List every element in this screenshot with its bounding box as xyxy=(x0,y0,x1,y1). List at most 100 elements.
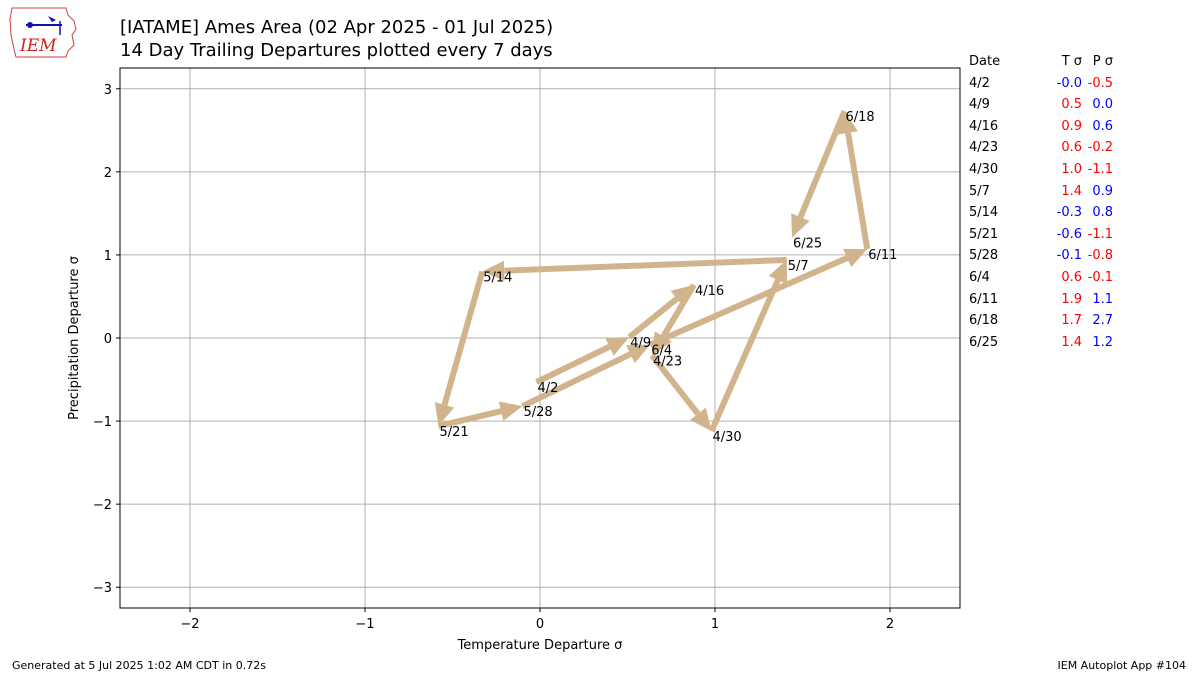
y-tick-label: 3 xyxy=(104,83,112,98)
row-date: 6/25 xyxy=(969,334,999,350)
row-precip: 0.8 xyxy=(1092,205,1113,221)
row-precip: 0.9 xyxy=(1092,183,1113,199)
row-precip: 0.6 xyxy=(1092,118,1113,134)
row-temp: -0.6 xyxy=(1056,226,1082,242)
app-note: IEM Autoplot App #104 xyxy=(1057,659,1187,672)
chart-title: [IATAME] Ames Area (02 Apr 2025 - 01 Jul… xyxy=(120,17,554,38)
row-date: 4/23 xyxy=(969,140,999,156)
row-date: 5/28 xyxy=(969,248,999,264)
row-date: 6/4 xyxy=(969,269,990,285)
arrow-head xyxy=(843,248,868,268)
x-tick-label: −1 xyxy=(355,617,374,632)
row-temp: 1.7 xyxy=(1061,313,1082,329)
row-temp: -0.1 xyxy=(1056,248,1082,264)
row-precip: 2.7 xyxy=(1092,313,1113,329)
grid xyxy=(120,68,960,608)
point-label: 6/25 xyxy=(793,236,822,251)
arrow-shaft xyxy=(441,270,486,406)
table-row: 6/4 0.6 -0.1 xyxy=(968,270,1168,292)
row-date: 4/16 xyxy=(969,118,999,134)
point-label: 5/14 xyxy=(483,271,512,286)
y-tick-label: 0 xyxy=(104,332,112,347)
table-header: Date T σ P σ xyxy=(968,54,1168,76)
arrow-head xyxy=(482,260,505,281)
row-date: 6/18 xyxy=(969,313,999,329)
row-date: 4/9 xyxy=(969,97,990,113)
point-label: 4/16 xyxy=(695,284,724,299)
table-row: 5/28 -0.1 -0.8 xyxy=(968,248,1168,270)
arrow-shaft xyxy=(649,353,701,416)
arrow-shaft xyxy=(535,344,611,385)
row-precip: -0.8 xyxy=(1087,248,1113,264)
arrow-head xyxy=(498,401,523,421)
table-row: 5/14 -0.3 0.8 xyxy=(968,205,1168,227)
table-row: 6/18 1.7 2.7 xyxy=(968,313,1168,335)
row-precip: -1.1 xyxy=(1087,161,1113,177)
point-label: 5/21 xyxy=(440,425,469,440)
arrow-shaft xyxy=(627,296,679,340)
point-label: 6/11 xyxy=(868,248,897,263)
row-date: 6/11 xyxy=(969,291,999,307)
row-date: 5/14 xyxy=(969,205,999,221)
generated-note: Generated at 5 Jul 2025 1:02 AM CDT in 0… xyxy=(12,659,266,672)
chart-subtitle: 14 Day Trailing Departures plotted every… xyxy=(120,40,553,61)
y-axis-label: Precipitation Departure σ xyxy=(67,256,82,420)
point-label: 6/4 xyxy=(651,344,672,359)
arrow-head xyxy=(652,331,672,356)
row-temp: -0.3 xyxy=(1056,205,1082,221)
header-date: Date xyxy=(969,54,1001,69)
row-precip: 1.2 xyxy=(1092,334,1113,350)
row-precip: 1.1 xyxy=(1092,291,1113,307)
arrow-shaft xyxy=(845,132,871,250)
row-precip: 0.0 xyxy=(1092,97,1113,113)
row-date: 4/2 xyxy=(969,75,990,91)
row-date: 4/30 xyxy=(969,161,999,177)
arrow-shaft xyxy=(649,255,849,348)
x-tick-label: 2 xyxy=(886,617,894,632)
axis-ticks: −2 −1 0 1 2 −3 −2 −1 0 1 2 3 xyxy=(93,83,894,632)
point-label: 5/28 xyxy=(524,405,553,420)
row-temp: 0.6 xyxy=(1061,269,1082,285)
x-axis-label: Temperature Departure σ xyxy=(457,638,623,653)
row-temp: 0.5 xyxy=(1061,97,1082,113)
row-precip: -1.1 xyxy=(1087,226,1113,242)
arrow-shaft xyxy=(660,283,697,339)
row-temp: 0.6 xyxy=(1061,140,1082,156)
y-tick-label: −1 xyxy=(93,415,112,430)
arrow-head xyxy=(791,213,810,238)
x-tick-label: 0 xyxy=(536,617,544,632)
row-temp: -0.0 xyxy=(1056,75,1082,91)
row-date: 5/7 xyxy=(969,183,990,199)
y-tick-label: 2 xyxy=(104,166,112,181)
row-temp: 1.0 xyxy=(1061,161,1082,177)
header-temp: T σ xyxy=(1061,54,1082,69)
point-label: 6/18 xyxy=(846,110,875,125)
arrow-shaft xyxy=(504,256,787,274)
iem-logo: IEM xyxy=(9,7,77,58)
arrow-head xyxy=(605,337,630,356)
arrow-shaft xyxy=(521,351,632,409)
table-row: 4/30 1.0 -1.1 xyxy=(968,162,1168,184)
table-row: 5/21 -0.6 -1.1 xyxy=(968,227,1168,249)
y-tick-label: −3 xyxy=(93,581,112,596)
row-temp: 1.4 xyxy=(1061,183,1082,199)
table-row: 4/9 0.5 0.0 xyxy=(968,97,1168,119)
point-label: 4/2 xyxy=(538,381,559,396)
arrow-shaft xyxy=(708,278,781,433)
arrow-head xyxy=(768,259,788,285)
point-labels: 4/2 4/9 4/16 4/23 4/30 5/7 5/14 5/21 5/28 6/4 6/11… xyxy=(440,110,898,445)
row-precip: -0.2 xyxy=(1087,140,1113,156)
row-temp: 1.9 xyxy=(1061,291,1082,307)
arrow-shaft xyxy=(797,110,848,219)
y-tick-label: 1 xyxy=(104,249,112,264)
arrow-head xyxy=(690,407,712,432)
trajectory-arrows xyxy=(434,110,871,433)
arrow-shaft xyxy=(437,408,502,429)
table-row: 6/11 1.9 1.1 xyxy=(968,292,1168,314)
arrow-head xyxy=(434,402,455,427)
row-temp: 1.4 xyxy=(1061,334,1082,350)
table-row: 4/16 0.9 0.6 xyxy=(968,119,1168,141)
row-precip: -0.5 xyxy=(1087,75,1113,91)
x-tick-label: 1 xyxy=(711,617,719,632)
point-label: 4/30 xyxy=(713,430,742,445)
